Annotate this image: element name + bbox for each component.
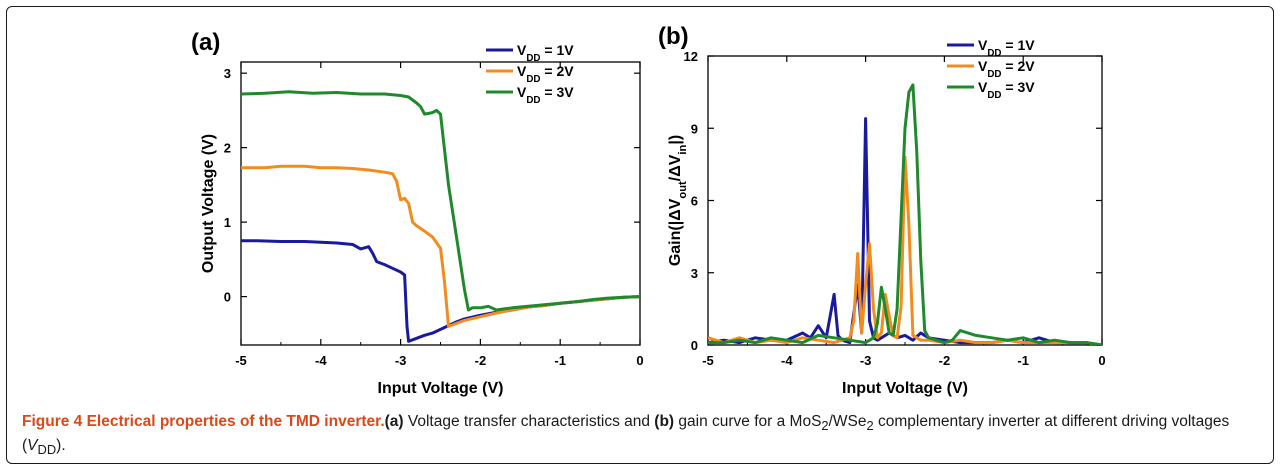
y-tick-label: 12	[684, 49, 698, 64]
caption-label-a: (a)	[384, 413, 404, 430]
x-tick-label: -3	[395, 353, 407, 368]
caption-subscript: 2	[866, 418, 874, 434]
caption-vdd: V	[27, 437, 38, 455]
x-tick-label: -5	[702, 353, 714, 368]
x-tick-label: -2	[939, 353, 951, 368]
figure-frame	[6, 6, 1274, 464]
panel-label: (b)	[658, 23, 689, 50]
series-line	[708, 155, 1102, 345]
caption-label-b: (b)	[654, 413, 675, 430]
figure-caption: Figure 4 Electrical properties of the TM…	[22, 412, 1257, 460]
caption-subscript: DD	[37, 442, 57, 458]
y-axis-label: Gain(|ΔVout/ΔVin|)	[667, 135, 689, 266]
y-tick-label: 0	[691, 338, 698, 353]
y-tick-label: 1	[224, 215, 231, 230]
legend-label: VDD = 1V	[517, 42, 574, 64]
panel-label: (a)	[191, 29, 220, 56]
series-line	[241, 90, 640, 312]
caption-text: Voltage transfer characteristics and	[403, 413, 655, 430]
legend-label: VDD = 2V	[517, 63, 574, 85]
caption-text: complementary inverter at different driv…	[22, 413, 1230, 455]
y-tick-label: 2	[224, 141, 231, 156]
x-tick-label: 0	[636, 353, 643, 368]
series-line	[708, 83, 1102, 345]
x-axis-label: Input Voltage (V)	[842, 380, 968, 397]
y-tick-label: 0	[224, 290, 231, 305]
y-tick-label: 6	[691, 194, 698, 209]
x-tick-label: -2	[475, 353, 487, 368]
x-tick-label: -5	[235, 353, 247, 368]
legend-label: VDD = 3V	[978, 79, 1035, 101]
x-tick-label: -3	[860, 353, 872, 368]
x-axis-label: Input Voltage (V)	[378, 380, 504, 397]
caption-text: ).	[56, 437, 66, 455]
caption-title: Figure 4 Electrical properties of the TM…	[22, 413, 385, 430]
y-tick-label: 3	[691, 266, 698, 281]
legend-label: VDD = 1V	[978, 37, 1035, 59]
x-tick-label: 0	[1098, 353, 1105, 368]
caption-text: gain curve for a MoS	[674, 413, 822, 430]
x-tick-label: -1	[554, 353, 566, 368]
legend-label: VDD = 3V	[517, 84, 574, 106]
caption-text: /WSe	[828, 413, 867, 430]
x-tick-label: -4	[315, 353, 327, 368]
legend-label: VDD = 2V	[978, 58, 1035, 80]
y-tick-label: 3	[224, 66, 231, 81]
y-axis-label: Output Voltage (V)	[200, 134, 217, 273]
x-tick-label: -1	[1017, 353, 1029, 368]
y-tick-label: 9	[691, 121, 698, 136]
x-tick-label: -4	[781, 353, 793, 368]
caption-subscript: 2	[821, 418, 829, 434]
